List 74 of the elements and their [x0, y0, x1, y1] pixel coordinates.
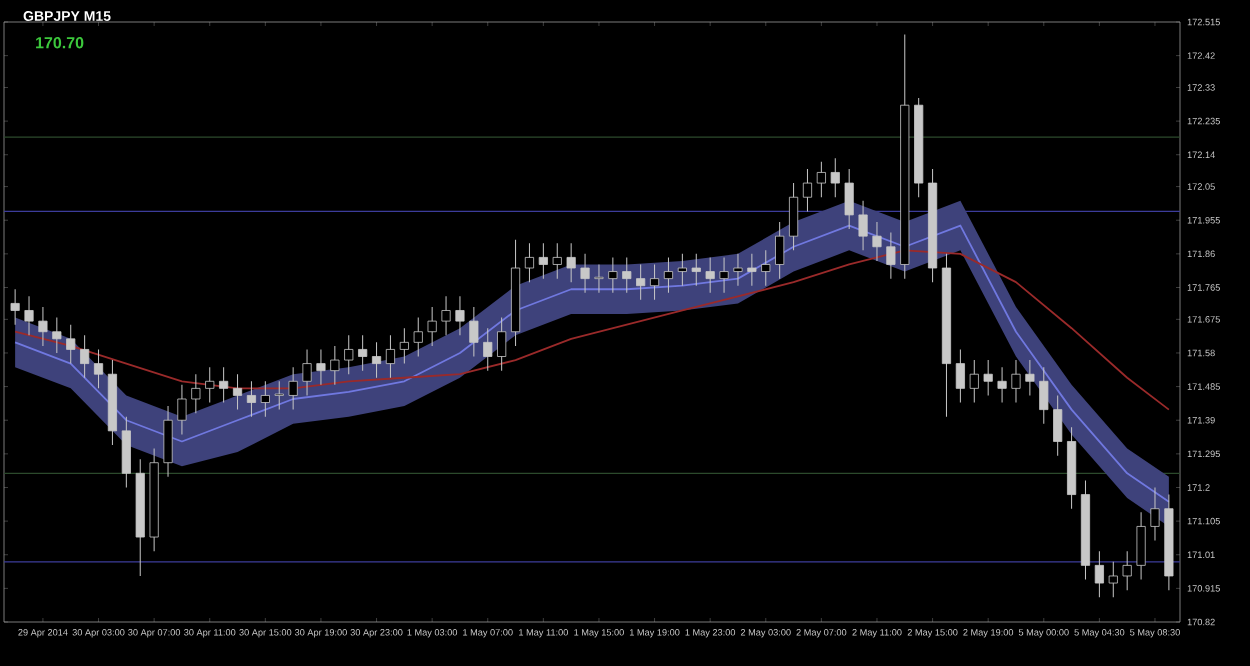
candlestick [789, 182, 799, 251]
candlestick [330, 345, 340, 386]
candlestick [705, 256, 715, 294]
candlestick [1136, 511, 1146, 581]
candlestick [260, 380, 270, 418]
candlestick [1150, 486, 1160, 542]
candlestick [552, 242, 562, 280]
candlestick [483, 327, 493, 372]
candlestick [538, 242, 548, 280]
candlestick [399, 327, 409, 365]
candlestick [886, 232, 896, 280]
candlestick [455, 295, 465, 336]
candlestick [636, 263, 646, 301]
candlestick [622, 256, 632, 294]
candlestick [219, 366, 229, 404]
candlestick [1011, 359, 1021, 404]
candlestick [205, 366, 215, 404]
candlestick [566, 242, 576, 283]
candlestick [761, 249, 771, 287]
candlestick [316, 348, 326, 386]
candlestick [830, 157, 840, 198]
candlestick [80, 334, 90, 379]
candlestick [66, 324, 76, 365]
candlestick [274, 380, 284, 411]
candlestick [775, 221, 785, 280]
candlestick [983, 359, 993, 396]
candlestick [497, 317, 507, 372]
candlestick [232, 373, 243, 411]
candlestick [385, 334, 396, 379]
candlestick [24, 295, 34, 336]
candlestick [121, 416, 131, 488]
candlestick [816, 161, 826, 198]
candlestick [441, 295, 451, 336]
candlestick [997, 366, 1007, 404]
candlestick [733, 253, 743, 287]
candlestick [955, 348, 965, 404]
candlestick [524, 242, 535, 283]
candlestick [371, 341, 382, 379]
candlestick [413, 317, 423, 358]
candlestick [872, 221, 882, 262]
candlestick [1025, 359, 1035, 396]
candlestick [649, 263, 660, 301]
candlestick [691, 253, 701, 287]
candlestick [177, 384, 187, 435]
candlestick [1108, 561, 1118, 598]
candlestick [469, 306, 479, 358]
candlestick [344, 334, 354, 375]
candlestick [163, 405, 173, 478]
candlestick [1053, 394, 1063, 457]
candlestick [747, 253, 757, 287]
candlestick [858, 200, 868, 251]
candlestick [677, 253, 687, 287]
candlestick [594, 263, 604, 294]
candlestick [802, 168, 813, 212]
candlestick [1094, 550, 1104, 598]
candlestick [38, 306, 48, 347]
candlestick [246, 380, 257, 418]
candlestick [427, 306, 437, 347]
candlestick [719, 256, 729, 294]
candlestick [608, 256, 618, 294]
candlestick [302, 348, 312, 396]
candlestick [288, 366, 298, 411]
candlestick [93, 348, 104, 389]
candlestick [1122, 550, 1132, 591]
candlestick [1039, 366, 1049, 425]
candlestick [969, 359, 979, 404]
candlestick [580, 253, 590, 294]
candlestick [844, 168, 854, 230]
candlestick [663, 256, 674, 294]
candlestick [10, 288, 20, 326]
candlestick [191, 373, 201, 414]
candlestick [358, 334, 368, 372]
candlestick [52, 317, 62, 354]
annotation: 170.70 [36, 37, 84, 49]
